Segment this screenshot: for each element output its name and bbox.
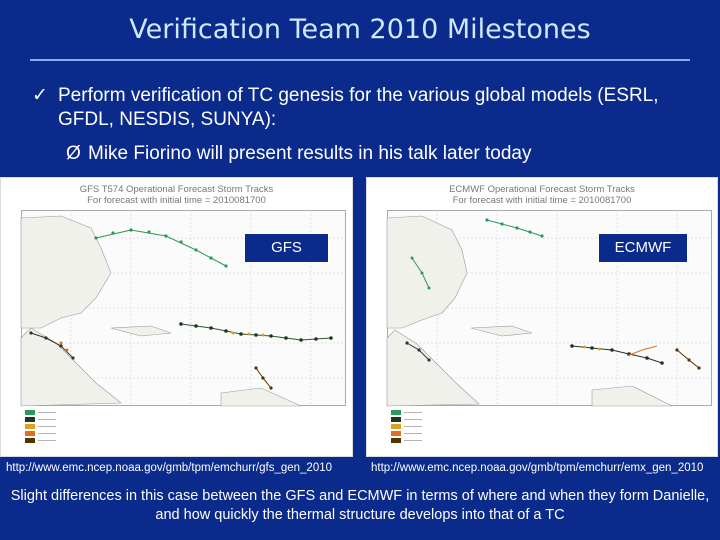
legend-row: ——— <box>25 424 56 431</box>
legend-swatch <box>25 438 35 444</box>
gfs-track-map: GFS T574 Operational Forecast Storm Trac… <box>0 177 353 457</box>
legend-row: ——— <box>391 417 422 424</box>
legend-swatch <box>25 431 35 437</box>
legend-swatch <box>391 431 401 437</box>
slide-title: Verification Team 2010 Milestones <box>129 14 591 45</box>
legend-swatch <box>391 424 401 430</box>
legend-row: ——— <box>391 424 422 431</box>
gfs-map-drawing <box>20 210 346 407</box>
bullet-item: ✓ Perform verification of TC genesis for… <box>32 84 702 132</box>
checkmark-icon: ✓ <box>32 85 48 106</box>
title-divider <box>30 59 690 61</box>
legend-row: ——— <box>391 431 422 438</box>
ecmwf-map-header-line1: ECMWF Operational Forecast Storm Tracks <box>449 184 635 195</box>
ecmwf-source-link[interactable]: http://www.emc.ncep.noaa.gov/gmb/tpm/emc… <box>371 462 704 474</box>
legend-swatch <box>25 417 35 423</box>
legend-swatch <box>391 410 401 415</box>
legend-swatch <box>391 438 401 444</box>
gfs-source-link[interactable]: http://www.emc.ncep.noaa.gov/gmb/tpm/emc… <box>6 462 333 474</box>
ecmwf-map-header-line2: For forecast with initial time = 2010081… <box>452 195 632 206</box>
legend-row: ——— <box>25 410 56 417</box>
legend-swatch <box>25 410 35 415</box>
ecmwf-track-map: ECMWF Operational Forecast Storm Tracks … <box>366 177 718 457</box>
ecmwf-map-legend: ——— ——— ——— ——— ——— <box>391 410 422 445</box>
bullet-text: Perform verification of TC genesis for t… <box>58 85 659 130</box>
legend-row: ——— <box>25 417 56 424</box>
summary-text: Slight differences in this case between … <box>10 488 710 523</box>
legend-row: ——— <box>391 438 422 445</box>
gfs-map-header-line1: GFS T574 Operational Forecast Storm Trac… <box>79 184 274 195</box>
ecmwf-map-drawing <box>386 210 712 407</box>
sub-bullet-text: Mike Fiorino will present results in his… <box>88 143 532 164</box>
gfs-label: GFS <box>244 233 329 263</box>
arrow-bullet-icon: Ø <box>66 143 81 164</box>
legend-swatch <box>391 417 401 423</box>
ecmwf-label: ECMWF <box>598 233 688 263</box>
gfs-map-legend: ——— ——— ——— ——— ——— <box>25 410 56 445</box>
sub-bullet-item: Ø Mike Fiorino will present results in hi… <box>66 142 686 166</box>
legend-row: ——— <box>25 431 56 438</box>
legend-swatch <box>25 424 35 430</box>
legend-row: ——— <box>391 410 422 417</box>
gfs-map-header-line2: For forecast with initial time = 2010081… <box>87 195 266 206</box>
legend-row: ——— <box>25 438 56 445</box>
